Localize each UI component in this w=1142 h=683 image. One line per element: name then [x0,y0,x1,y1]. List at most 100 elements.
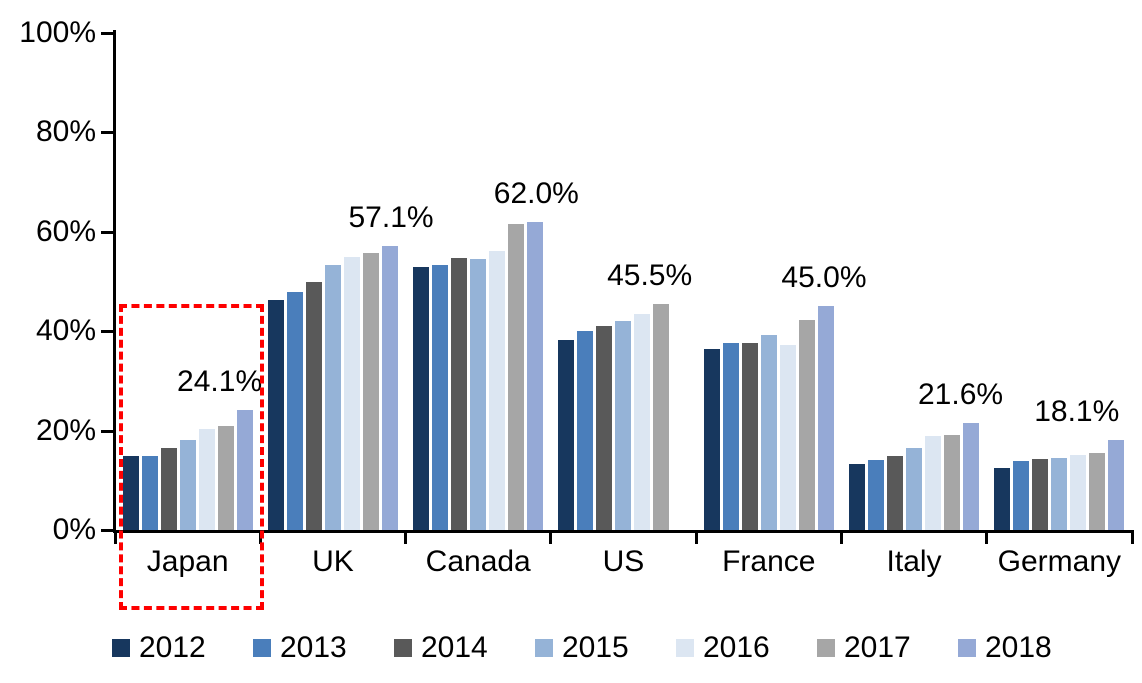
legend-swatch-2017 [817,639,835,657]
x-axis [113,530,1134,533]
legend-item-2018: 2018 [958,631,1099,665]
bar-group-us: 45.5% [551,33,696,530]
x-tick [549,533,553,544]
y-tick-label: 40% [35,314,96,348]
y-tick [101,230,114,234]
bar-2012-us [558,340,575,530]
legend-label-2017: 2017 [844,631,911,664]
x-axis-labels: Japan UK Canada US France Italy Germany [115,545,1132,579]
bar-group-italy: 21.6% [841,33,1003,530]
bar-2017-germany [1089,452,1106,530]
x-axis-label-uk: UK [312,545,354,578]
bar-2013-italy [868,460,885,530]
data-label-uk: 57.1% [348,201,434,235]
data-label-germany: 18.1% [1034,395,1120,429]
data-label-canada: 62.0% [493,176,579,210]
bar-2015-france [760,335,777,530]
legend-item-2014: 2014 [394,631,535,665]
bar-2016-canada [489,251,506,530]
bar-2015-japan [179,439,196,530]
data-label-japan: 24.1% [177,365,263,399]
bar-2013-germany [1013,461,1030,530]
y-tick-label: 100% [19,16,96,49]
plot-area: 24.1% 57.1% 62.0% 45.5% 45.0% 21.6% 18.1% [115,33,1132,530]
legend-item-2013: 2013 [253,631,394,665]
x-axis-label-japan: Japan [146,545,229,578]
bar-2012-italy [849,464,866,530]
bar-2012-germany [994,467,1011,530]
bar-2018-italy [963,422,980,530]
legend-label-2014: 2014 [421,631,488,664]
bar-group-canada: 62.0% [406,33,579,530]
bar-2016-france [779,345,796,530]
bar-2014-germany [1032,459,1049,530]
bar-group-uk: 57.1% [260,33,434,530]
legend-label-2013: 2013 [280,631,347,664]
y-tick-label: 80% [35,115,96,149]
bar-2016-japan [198,429,215,530]
y-tick [101,429,114,433]
data-label-us: 45.5% [607,258,693,292]
y-tick-label: 20% [35,413,96,447]
x-axis-label-us: US [602,545,645,578]
y-tick-label: 60% [35,214,96,248]
bar-2018-germany [1108,440,1125,530]
bar-2015-uk [324,265,341,530]
bar-2013-japan [141,455,158,530]
x-axis-label-canada: Canada [425,545,531,578]
legend-item-2016: 2016 [676,631,817,665]
bar-2012-canada [413,266,430,530]
bar-2012-japan [122,456,139,530]
legend-label-2015: 2015 [562,631,629,664]
bar-2012-france [703,348,720,530]
bar-2017-us [653,303,670,530]
x-tick [404,533,408,544]
bar-2017-france [798,319,815,530]
legend-swatch-2018 [958,639,976,657]
y-axis [113,30,116,533]
y-tick [101,32,114,35]
bar-2014-uk [305,281,322,530]
legend-label-2012: 2012 [139,631,206,664]
bar-2014-us [596,326,613,530]
x-axis-label-france: France [722,545,816,578]
y-tick [101,529,114,532]
y-tick [101,131,114,135]
legend-item-2015: 2015 [535,631,676,665]
bar-group-france: 45.0% [696,33,867,530]
bar-2014-italy [887,455,904,530]
y-tick-label: 0% [52,513,96,546]
bar-2016-germany [1070,454,1087,530]
bar-2015-germany [1051,457,1068,530]
bar-2013-canada [432,265,449,530]
legend: 2012 2013 2014 2015 2016 2017 2018 [112,631,1099,665]
bar-2016-italy [925,435,942,530]
data-label-italy: 21.6% [917,377,1004,411]
bar-2018-japan [236,410,253,530]
legend-swatch-2013 [253,639,271,657]
legend-item-2017: 2017 [817,631,958,665]
legend-swatch-2015 [535,639,553,657]
bar-2016-us [634,313,651,530]
data-label-france: 45.0% [781,261,867,295]
bar-2017-canada [508,223,525,530]
bar-group-germany: 18.1% [987,33,1132,530]
bar-2014-france [741,343,758,530]
x-tick [839,533,843,544]
bar-2018-canada [527,221,544,530]
bar-group-japan: 24.1% [115,33,263,530]
bar-2016-uk [343,257,360,530]
legend-swatch-2014 [394,639,412,657]
bar-2018-france [817,306,834,530]
legend-swatch-2016 [676,639,694,657]
x-tick [1130,533,1134,544]
japan-highlight-rectangle [119,304,264,610]
y-tick [101,330,114,334]
x-tick [694,533,698,544]
bar-2013-france [722,343,739,530]
bar-2018-uk [381,246,398,530]
legend-label-2018: 2018 [985,631,1052,664]
bar-2017-italy [944,434,961,530]
bar-2014-canada [451,257,468,530]
